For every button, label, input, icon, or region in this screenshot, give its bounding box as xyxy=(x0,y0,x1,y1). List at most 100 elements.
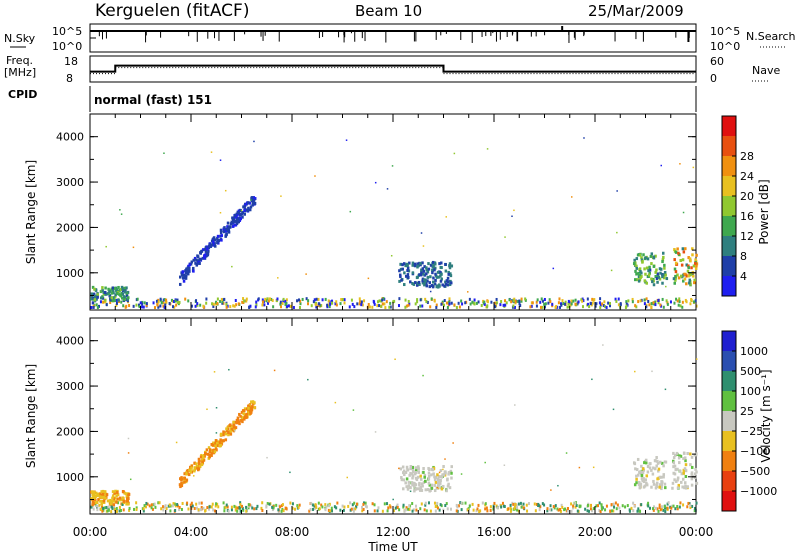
gate-cell xyxy=(564,302,567,306)
gate-cell xyxy=(247,404,250,408)
gate-cell xyxy=(440,487,444,491)
gate-cell xyxy=(333,505,336,509)
gate-cell xyxy=(207,446,211,450)
gate-cell xyxy=(645,266,649,270)
gate-cell xyxy=(525,503,528,507)
gate-cell xyxy=(513,505,516,509)
gate-cell xyxy=(449,469,453,473)
gate-cell xyxy=(615,299,618,303)
gate-cell xyxy=(654,270,657,274)
gate-cell xyxy=(604,508,607,512)
gate-cell xyxy=(693,506,696,510)
gate-cell xyxy=(230,505,233,509)
nsky-panel: N.Sky 10^5 10^0 10^5 10^0 N.Search xyxy=(4,23,796,53)
gate-cell xyxy=(381,509,384,513)
gate-cell xyxy=(654,303,657,307)
gate-cell xyxy=(440,261,443,265)
gate-cell xyxy=(111,496,114,500)
gate-cell xyxy=(412,508,415,512)
gate-cell xyxy=(658,475,662,479)
gate-cell xyxy=(135,508,138,512)
gate-cell xyxy=(673,472,677,476)
gate-cell xyxy=(682,451,686,455)
gate-cell xyxy=(612,408,615,411)
gate-cell xyxy=(480,304,483,308)
gate-cell xyxy=(267,299,270,303)
gate-cell xyxy=(430,284,434,288)
gate-cell xyxy=(196,303,199,307)
gate-cell xyxy=(253,197,257,201)
gate-cell xyxy=(429,488,432,492)
gate-cell xyxy=(250,400,253,404)
gate-cell xyxy=(116,291,119,295)
gate-cell xyxy=(420,502,423,506)
gate-cell xyxy=(436,285,440,289)
freq-frame xyxy=(89,55,697,83)
gate-cell xyxy=(421,261,424,265)
gate-cell xyxy=(670,506,673,510)
gate-cell xyxy=(235,418,239,422)
gate-cell xyxy=(431,468,435,472)
gate-cell xyxy=(240,209,243,212)
gate-cell xyxy=(660,475,663,479)
gate-cell xyxy=(681,247,685,251)
gate-cell xyxy=(541,305,544,309)
gate-cell xyxy=(595,504,598,508)
gate-cell xyxy=(419,474,422,478)
gate-cell xyxy=(646,257,650,261)
gate-cell xyxy=(242,508,245,512)
gate-cell xyxy=(101,296,105,300)
gate-cell xyxy=(94,491,98,495)
gate-cell xyxy=(195,502,198,506)
gate-cell xyxy=(444,269,448,273)
gate-cell xyxy=(674,270,678,274)
gate-cell xyxy=(560,503,563,507)
gate-cell xyxy=(212,302,215,306)
gate-cell xyxy=(364,504,367,508)
gate-cell xyxy=(671,504,674,508)
gate-cell xyxy=(685,282,688,286)
gate-cell xyxy=(661,297,664,301)
gate-cell xyxy=(683,456,687,460)
gate-cell xyxy=(664,486,667,490)
gate-cell xyxy=(351,302,354,306)
gate-cell xyxy=(119,209,121,211)
gate-cell xyxy=(452,442,454,444)
gate-cell xyxy=(199,251,202,255)
gate-cell xyxy=(600,507,603,511)
gate-cell xyxy=(389,305,392,309)
x-tick-label: 08:00 xyxy=(275,525,310,539)
gate-cell xyxy=(261,303,264,307)
gate-cell xyxy=(682,503,685,507)
gate-cell xyxy=(383,502,386,506)
gate-cell xyxy=(321,505,324,509)
gate-cell xyxy=(359,300,362,304)
gate-cell xyxy=(650,262,653,266)
gate-cell xyxy=(639,482,643,486)
nsky-frame xyxy=(89,23,697,53)
gate-cell xyxy=(501,501,504,505)
gate-cell xyxy=(113,295,117,299)
gate-cell xyxy=(678,454,681,458)
gate-cell xyxy=(531,301,534,305)
gate-cell xyxy=(486,300,489,304)
gate-cell xyxy=(208,243,211,247)
gate-cell xyxy=(660,480,663,484)
gate-cell xyxy=(589,507,592,511)
gate-cell xyxy=(206,408,208,411)
gate-cell xyxy=(229,305,232,309)
gate-cell xyxy=(514,300,517,304)
gate-cell xyxy=(513,305,516,309)
gate-cell xyxy=(417,467,420,471)
gate-cell xyxy=(99,296,103,300)
gate-cell xyxy=(207,246,211,250)
gate-cell xyxy=(434,509,437,513)
gate-cell xyxy=(567,302,570,306)
gate-cell xyxy=(440,277,443,281)
gate-cell xyxy=(280,504,283,508)
gate-cell xyxy=(355,502,358,506)
gate-cell xyxy=(535,502,538,506)
gate-cell xyxy=(90,292,94,296)
gate-cell xyxy=(115,301,118,305)
gate-cell xyxy=(275,299,278,303)
